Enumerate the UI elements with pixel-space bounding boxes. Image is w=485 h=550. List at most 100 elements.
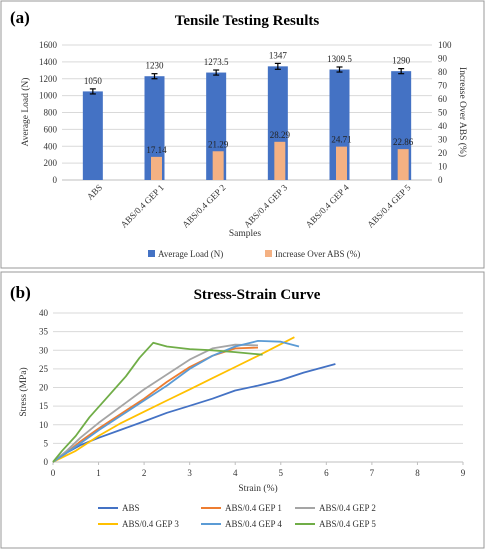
legend-label-abs-0-4-gep-3: ABS/0.4 GEP 3 xyxy=(122,519,179,529)
average-load-label: 1230 xyxy=(146,61,165,71)
error-bar xyxy=(274,62,281,70)
bar-increase-over-abs xyxy=(274,141,286,180)
chart-b-title: Stress-Strain Curve xyxy=(194,287,321,303)
bar-increase-over-abs xyxy=(151,156,162,180)
y2-tick-label: 30 xyxy=(438,135,448,145)
y-tick-label: 35 xyxy=(39,327,49,337)
legend-label-average-load: Average Load (N) xyxy=(158,249,223,259)
chart-a-title: Tensile Testing Results xyxy=(175,13,320,29)
x-tick-label: 9 xyxy=(461,468,466,478)
increase-label: 22.86 xyxy=(393,137,414,147)
legend-label-abs-0-4-gep-4: ABS/0.4 GEP 4 xyxy=(225,519,282,529)
panel-a-frame xyxy=(0,0,485,269)
x-tick-label: ABS xyxy=(85,182,104,201)
y-tick-label: 10 xyxy=(39,420,49,430)
error-bar xyxy=(336,66,343,73)
chart-b-x-axis: 0 1 2 3 4 5 6 7 8 9 xyxy=(51,462,466,478)
bar-increase-over-abs xyxy=(336,146,347,180)
y2-tick-label: 0 xyxy=(438,175,443,185)
chart-a-y2label: Increase Over ABS (%) xyxy=(457,67,468,157)
increase-label: 17.14 xyxy=(146,145,167,155)
chart-a-xlabel: Samples xyxy=(229,229,261,239)
increase-label: 21.29 xyxy=(208,139,229,149)
y-tick-label: 15 xyxy=(39,401,49,411)
x-tick-label: 6 xyxy=(324,468,329,478)
error-bar xyxy=(398,68,405,75)
average-load-label: 1290 xyxy=(392,56,411,66)
x-tick-label: 2 xyxy=(142,468,147,478)
y2-tick-label: 70 xyxy=(438,81,448,91)
y-tick-label: 600 xyxy=(44,124,58,134)
panel-b-label: (b) xyxy=(10,283,31,302)
x-tick-label: 7 xyxy=(370,468,375,478)
y-tick-label: 1600 xyxy=(39,40,58,50)
chart-a-y-axis: 0 200 400 600 800 1000 1200 1400 1600 xyxy=(39,40,58,185)
series-line-abs-0-4-gep-4 xyxy=(52,340,300,463)
x-tick-label: 5 xyxy=(279,468,284,478)
x-tick-label: 0 xyxy=(51,468,56,478)
x-tick-label: ABS/0.4 GEP 4 xyxy=(304,182,352,230)
bar-increase-over-abs xyxy=(212,151,224,180)
y2-tick-label: 40 xyxy=(438,121,448,131)
chart-b-grid xyxy=(53,312,463,463)
y2-tick-label: 90 xyxy=(438,54,448,64)
legend-label-abs-0-4-gep-5: ABS/0.4 GEP 5 xyxy=(319,519,376,529)
chart-a-grid xyxy=(62,44,432,181)
y-tick-label: 800 xyxy=(44,108,58,118)
error-bar xyxy=(213,69,220,76)
y-tick-label: 0 xyxy=(44,457,49,467)
error-bar xyxy=(89,88,96,95)
panel-a-label: (a) xyxy=(10,8,30,27)
y2-tick-label: 50 xyxy=(438,108,448,118)
chart-b-xlabel: Strain (%) xyxy=(238,483,277,494)
chart-a-ylabel: Average Load (N) xyxy=(20,78,31,147)
y-tick-label: 30 xyxy=(39,345,49,355)
y-tick-label: 25 xyxy=(39,364,49,374)
y-tick-label: 400 xyxy=(44,141,58,151)
y2-tick-label: 100 xyxy=(438,40,452,50)
x-tick-label: ABS/0.4 GEP 5 xyxy=(365,182,413,230)
series-line-abs-0-4-gep-2 xyxy=(52,343,259,463)
x-tick-label: 8 xyxy=(415,468,420,478)
y2-tick-label: 60 xyxy=(438,94,448,104)
series-line-abs xyxy=(52,363,336,463)
bar-increase-over-abs xyxy=(397,149,409,180)
x-tick-label: 4 xyxy=(233,468,238,478)
chart-b-legend: ABS ABS/0.4 GEP 1 ABS/0.4 GEP 2 ABS/0.4 GEP… xyxy=(98,503,376,529)
bar-average-load xyxy=(82,91,103,180)
chart-b-y-axis: 0 5 10 15 20 25 30 35 40 xyxy=(39,308,49,467)
y-tick-label: 40 xyxy=(39,308,49,318)
series-line-abs-0-4-gep-3 xyxy=(52,336,295,463)
average-load-label: 1050 xyxy=(84,76,103,86)
y-tick-label: 1000 xyxy=(39,91,58,101)
increase-label: 28.29 xyxy=(270,130,291,140)
y-tick-label: 0 xyxy=(53,175,58,185)
average-load-label: 1347 xyxy=(269,50,288,60)
y-tick-label: 20 xyxy=(39,383,49,393)
panel-b-frame xyxy=(0,271,485,549)
legend-label-increase: Increase Over ABS (%) xyxy=(275,249,360,259)
y2-tick-label: 20 xyxy=(438,148,448,158)
chart-a-y2-axis: 0 10 20 30 40 50 60 70 80 90 100 xyxy=(438,40,452,185)
average-load-label: 1309.5 xyxy=(327,54,352,64)
chart-a-bars: 1050 1230 17.14 1273.5 21.29 1347 28.29 1309.5 2… xyxy=(82,50,414,180)
legend-label-abs-0-4-gep-1: ABS/0.4 GEP 1 xyxy=(225,503,282,513)
chart-a-legend: Average Load (N) Increase Over ABS (%) xyxy=(148,249,360,259)
error-bar xyxy=(151,73,158,80)
x-tick-label: 3 xyxy=(187,468,192,478)
average-load-label: 1273.5 xyxy=(204,57,229,67)
y-tick-label: 1400 xyxy=(39,57,58,67)
y-tick-label: 1200 xyxy=(39,74,58,84)
chart-b-lines xyxy=(52,336,336,463)
x-tick-label: ABS/0.4 GEP 1 xyxy=(119,182,166,229)
x-tick-label: 1 xyxy=(96,468,101,478)
y-tick-label: 200 xyxy=(44,158,58,168)
chart-a-x-axis: ABS ABS/0.4 GEP 1 ABS/0.4 GEP 2 ABS/0.4 GEP… xyxy=(85,182,413,230)
legend-label-abs-0-4-gep-2: ABS/0.4 GEP 2 xyxy=(319,503,376,513)
y2-tick-label: 80 xyxy=(438,67,448,77)
legend-swatch-increase xyxy=(265,250,272,257)
chart-b-ylabel: Stress (MPa) xyxy=(18,367,29,416)
series-line-abs-0-4-gep-5 xyxy=(52,341,263,463)
